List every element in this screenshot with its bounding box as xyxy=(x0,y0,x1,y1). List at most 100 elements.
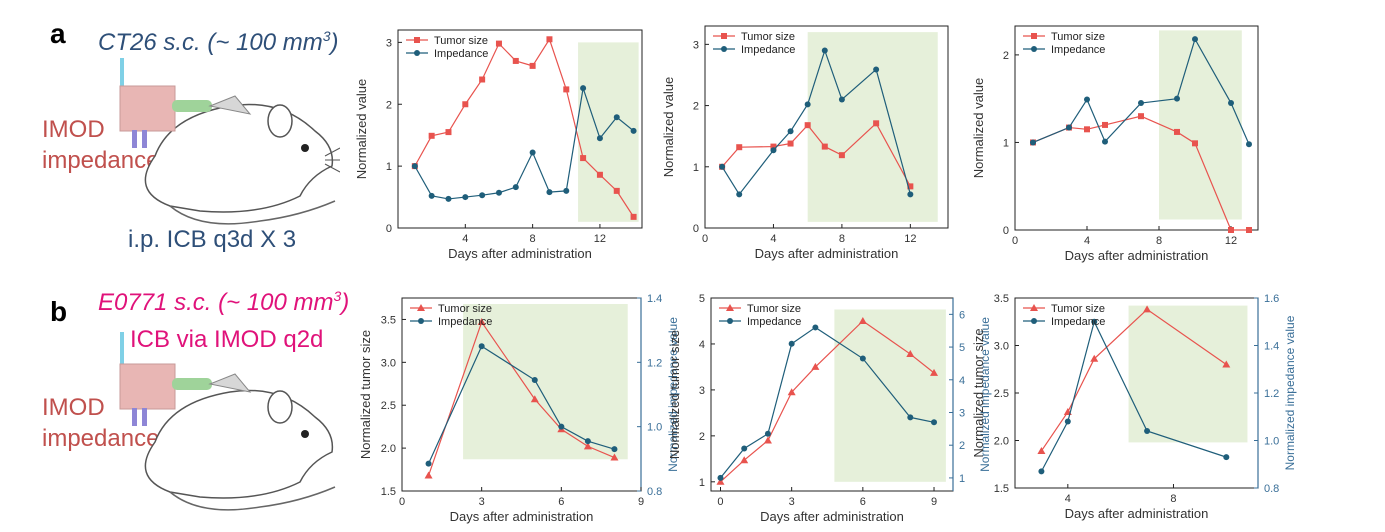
chart-0-series-1-point xyxy=(479,192,486,199)
chart-1-series-1-point xyxy=(907,191,914,198)
chart-0-series-1-point xyxy=(563,187,570,194)
chart-3-series-1-point xyxy=(425,460,432,467)
chart-2-ytick-label: 0 xyxy=(1003,225,1009,237)
chart-4-xtick-label: 0 xyxy=(717,496,723,508)
chart-3-y2tick-label: 1.2 xyxy=(647,357,662,369)
chart-0-series-1-point xyxy=(445,195,452,202)
chart-5-ytick-label: 3.0 xyxy=(994,341,1009,353)
chart-2-series-1-point xyxy=(1030,139,1036,146)
chart-4-series-1-point xyxy=(931,419,938,426)
chart-0-series-0-point xyxy=(445,129,452,136)
chart-4-y2-axis-label: Normalized impedance value xyxy=(978,317,992,472)
chart-4-series-0-point xyxy=(906,350,915,358)
chart-0-xtick-label: 12 xyxy=(594,233,606,245)
chart-4-ytick-label: 3 xyxy=(699,385,705,397)
chart-1-series-1-point xyxy=(838,96,845,103)
chart-3-series-1-point xyxy=(584,438,591,445)
chart-4-y-axis-label: Normalized tumor size xyxy=(667,330,682,459)
chart-0-series-0-point xyxy=(428,132,435,139)
chart-4-x-axis-label: Days after administration xyxy=(760,509,904,524)
chart-0-y-axis-label: Normalized value xyxy=(354,79,369,179)
chart-0-series-0-point xyxy=(546,36,553,43)
chart-5-ytick-label: 2.0 xyxy=(994,436,1009,448)
chart-3-ytick-label: 2.0 xyxy=(381,443,396,455)
panel-b-letter: b xyxy=(50,296,68,327)
chart-5-y2tick-label: 0.8 xyxy=(1264,483,1279,495)
chart-5-legend-marker xyxy=(1030,304,1038,311)
chart-1-series-0-point xyxy=(907,183,914,190)
chart-4-series-0-point xyxy=(763,436,772,444)
chart-0-series-1-point xyxy=(512,184,519,191)
chart-5-y2tick-label: 1.2 xyxy=(1264,388,1279,400)
chart-1-series-1-point xyxy=(873,66,880,73)
chart-3-y2tick-label: 0.8 xyxy=(647,486,662,498)
chart-2-legend-label: Impedance xyxy=(1051,44,1105,56)
panel-b-device-label: IMOD impedance xyxy=(42,394,160,452)
chart-2-series-1-point xyxy=(1084,96,1090,103)
chart-1-series-1-point xyxy=(787,128,794,135)
chart-3-y-axis-label: Normalized tumor size xyxy=(358,330,373,459)
chart-2-series-0-point xyxy=(1084,126,1090,133)
chart-5-ytick-label: 2.5 xyxy=(994,388,1009,400)
chart-3-legend-label: Impedance xyxy=(438,316,492,328)
chart-1-ytick-label: 0 xyxy=(693,223,699,235)
chart-2-series-1-point xyxy=(1246,141,1252,148)
chart-1-series-1-point xyxy=(736,191,743,198)
chart-1-series-0-point xyxy=(804,122,811,129)
chart-3-series-0-point xyxy=(610,453,619,461)
chart-1-x-axis-label: Days after administration xyxy=(755,246,899,261)
chart-0-series-0-point xyxy=(580,155,587,162)
chart-0-series-1-point xyxy=(529,149,536,156)
chart-1-legend-label: Impedance xyxy=(741,44,795,56)
chart-0-series-0-point xyxy=(529,62,536,69)
chart-2-series-1-point xyxy=(1228,100,1234,107)
chart-4-legend-marker xyxy=(727,318,733,324)
chart-5-xtick-label: 4 xyxy=(1065,493,1071,505)
chart-2-xtick-label: 0 xyxy=(1012,235,1018,247)
chart-3-ytick-label: 2.5 xyxy=(381,400,396,412)
chart-1-legend-marker xyxy=(721,33,727,39)
panel-a-device-label: IMOD impedance xyxy=(42,116,160,174)
chart-4-ytick-label: 2 xyxy=(699,431,705,443)
chart-4-ytick-label: 5 xyxy=(699,293,705,305)
chart-1-legend-marker xyxy=(721,46,727,52)
chart-4-xtick-label: 6 xyxy=(860,496,866,508)
chart-2-series-0-point xyxy=(1192,140,1198,147)
chart-3-series-1-point xyxy=(531,377,538,384)
chart-4-y2tick-label: 4 xyxy=(959,375,965,387)
chart-5-legend-label: Impedance xyxy=(1051,316,1105,328)
chart-1-ytick-label: 1 xyxy=(693,162,699,174)
chart-3-x-axis-label: Days after administration xyxy=(450,509,594,524)
chart-4-shaded-region xyxy=(834,309,946,482)
chart-4-y2tick-label: 6 xyxy=(959,309,965,321)
chart-2-series-1-point xyxy=(1192,36,1198,43)
chart-2-xtick-label: 8 xyxy=(1156,235,1162,247)
chart-4-series-1-point xyxy=(741,445,748,452)
chart-5-series-1-point xyxy=(1038,468,1045,475)
chart-1-series-0-point xyxy=(821,143,828,150)
panel-b-treatment-label: ICB via IMOD q2d xyxy=(130,326,324,353)
chart-2-legend-marker xyxy=(1031,46,1037,52)
chart-4-y2tick-label: 5 xyxy=(959,342,965,354)
mouse-illustration-b xyxy=(119,332,336,511)
chart-2-frame xyxy=(1014,25,1259,231)
chart-4-series-1-line xyxy=(720,326,935,479)
chart-0-series-0-point xyxy=(563,86,570,93)
chart-0-series-1-point xyxy=(580,85,587,92)
chart-4-series-0-point xyxy=(787,388,796,396)
chart-4-series-1-point xyxy=(859,355,866,362)
chart-1-series-0-point xyxy=(873,120,880,127)
chart-3-series-0-line xyxy=(427,320,615,476)
chart-3-shaded-region xyxy=(463,304,628,460)
chart-5-series-1-point xyxy=(1064,418,1071,425)
chart-2-series-0-point xyxy=(1174,128,1180,135)
chart-4-ytick-label: 4 xyxy=(699,339,705,351)
chart-0-x-axis-label: Days after administration xyxy=(448,246,592,261)
chart-2-series-0-point xyxy=(1246,227,1252,233)
chart-2-series-0-point xyxy=(1228,227,1234,233)
chart-4-legend-label: Impedance xyxy=(747,316,801,328)
chart-0-series-0-point xyxy=(596,171,603,178)
chart-2-ytick-label: 1 xyxy=(1003,137,1009,149)
chart-5-y2-axis-label: Normalized impedance value xyxy=(1283,315,1297,470)
